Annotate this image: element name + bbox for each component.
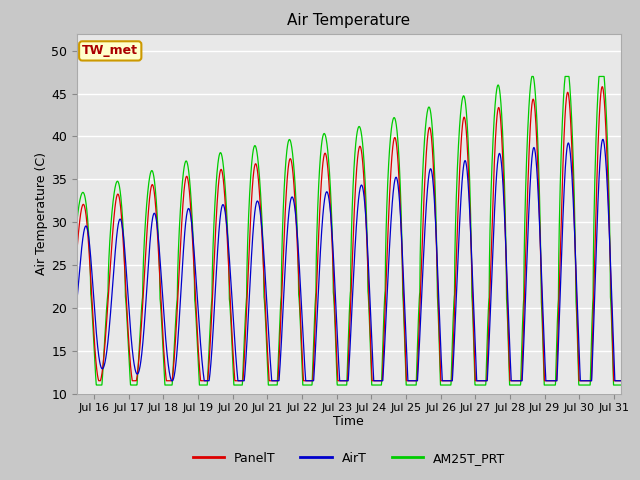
AM25T_PRT <box>282 162 289 168</box>
PanelT <box>95 378 102 384</box>
AirT <box>607 259 614 265</box>
X-axis label: Time: Time <box>333 415 364 428</box>
AirT <box>599 136 607 142</box>
Y-axis label: Air Temperature (C): Air Temperature (C) <box>35 152 48 275</box>
PanelT <box>73 249 81 255</box>
AM25T_PRT <box>135 348 143 354</box>
AirT <box>168 378 175 384</box>
PanelT <box>607 266 614 272</box>
PanelT <box>598 84 606 90</box>
AirT <box>305 378 313 384</box>
AM25T_PRT <box>548 382 556 388</box>
AirT <box>135 369 143 374</box>
AM25T_PRT <box>617 382 625 388</box>
AM25T_PRT <box>168 382 175 388</box>
PanelT <box>548 378 556 384</box>
AirT <box>167 377 175 383</box>
Line: AirT: AirT <box>77 139 621 381</box>
Line: PanelT: PanelT <box>77 87 621 381</box>
PanelT <box>617 378 625 384</box>
AirT <box>73 299 81 305</box>
Title: Air Temperature: Air Temperature <box>287 13 410 28</box>
AM25T_PRT <box>607 294 614 300</box>
AM25T_PRT <box>73 220 81 226</box>
Legend: PanelT, AirT, AM25T_PRT: PanelT, AirT, AM25T_PRT <box>188 447 510 469</box>
PanelT <box>282 202 289 208</box>
PanelT <box>168 378 175 384</box>
AM25T_PRT <box>305 382 313 388</box>
AirT <box>548 378 556 384</box>
Line: AM25T_PRT: AM25T_PRT <box>77 76 621 385</box>
PanelT <box>135 355 143 360</box>
Text: TW_met: TW_met <box>82 44 138 58</box>
AirT <box>282 257 289 263</box>
AirT <box>617 378 625 384</box>
PanelT <box>305 378 313 384</box>
AM25T_PRT <box>93 382 100 388</box>
AM25T_PRT <box>528 73 536 79</box>
